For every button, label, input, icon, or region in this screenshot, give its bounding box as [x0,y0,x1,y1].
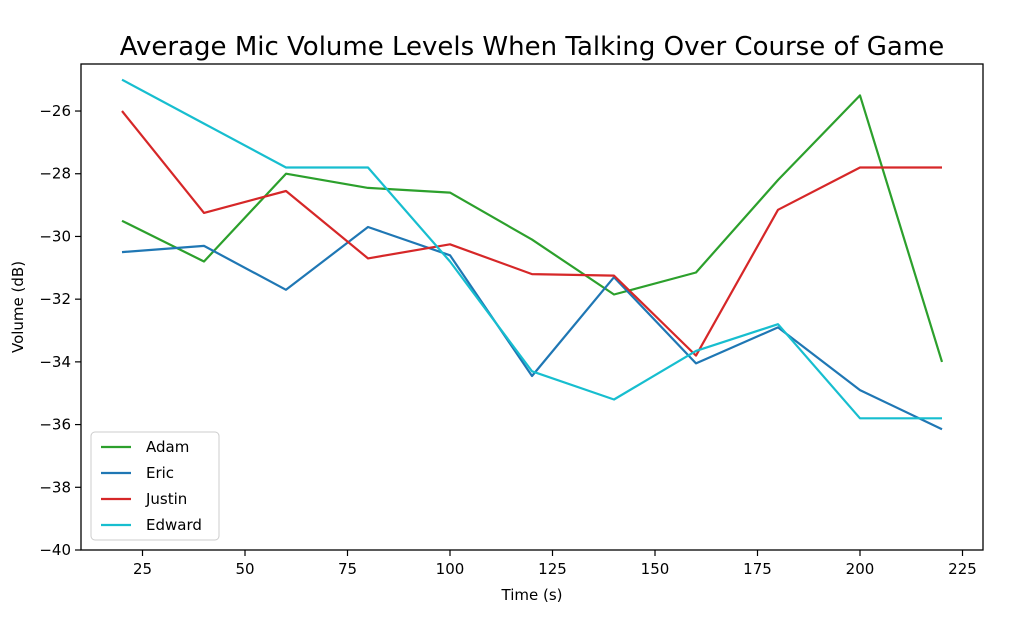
x-tick-label: 100 [436,560,465,578]
series-line-eric [121,225,943,431]
y-tick-label: −40 [39,541,71,559]
y-tick-label: −32 [39,290,71,308]
legend-label-edward: Edward [146,516,202,534]
y-tick-label: −38 [39,478,71,496]
chart-title: Average Mic Volume Levels When Talking O… [120,32,944,62]
x-tick-label: 150 [641,560,670,578]
y-tick-label: −36 [39,416,71,434]
legend-label-adam: Adam [146,438,189,456]
legend-box [90,431,220,541]
x-tick-label: 75 [338,560,357,578]
x-tick-label: 125 [538,560,567,578]
legend-label-justin: Justin [145,490,187,508]
legend-label-eric: Eric [146,464,174,482]
y-axis-label: Volume (dB) [9,261,27,353]
plot-frame [80,63,984,551]
x-tick-label: 200 [846,560,875,578]
x-tick-label: 175 [743,560,772,578]
series-line-justin [121,110,942,357]
series-line-edward [121,78,942,420]
y-tick-label: −34 [39,353,71,371]
x-tick-label: 225 [948,560,977,578]
y-tick-label: −30 [39,227,71,245]
y-tick-label: −28 [39,165,71,183]
series-line-adam [121,94,944,363]
x-axis-label: Time (s) [501,586,563,604]
legend: Adam Eric Justin Edward [90,431,220,541]
y-tick-label: −26 [39,102,71,120]
x-tick-label: 25 [133,560,152,578]
series-layer [121,78,944,431]
x-tick-label: 50 [235,560,254,578]
legend-items: Adam Eric Justin Edward [101,438,202,534]
x-axis-ticks: 25 50 75 100 125 150 175 200 225 [133,550,977,578]
y-axis-ticks: −40 −38 −36 −34 −32 −30 −28 −26 [39,102,81,559]
